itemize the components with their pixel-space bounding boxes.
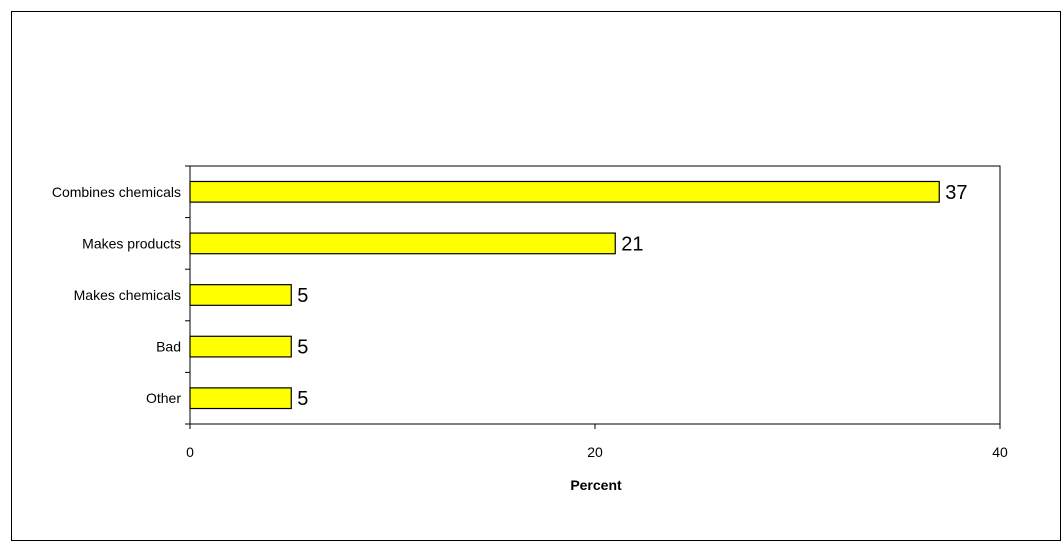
category-label: Bad — [156, 339, 181, 355]
category-label: Combines chemicals — [52, 184, 181, 200]
x-axis: 0 20 40 — [186, 424, 1008, 460]
bar — [189, 232, 616, 255]
data-label: 5 — [297, 388, 308, 410]
bars: 37 21 5 5 5 — [189, 180, 968, 410]
x-tick-label: 20 — [587, 444, 603, 460]
x-tick-label: 0 — [186, 444, 194, 460]
x-tick-label: 40 — [992, 444, 1008, 460]
bar — [189, 284, 292, 306]
category-label: Makes chemicals — [74, 287, 181, 303]
data-label: 5 — [297, 285, 308, 307]
bar — [189, 387, 292, 410]
data-label: 21 — [621, 233, 643, 255]
bar — [189, 180, 940, 203]
category-label: Makes products — [82, 235, 181, 251]
plot-area — [189, 165, 1001, 425]
data-label: 37 — [945, 182, 967, 204]
x-axis-title: Percent — [570, 477, 622, 493]
bar — [189, 335, 292, 358]
data-label: 5 — [297, 337, 308, 359]
y-axis: Combines chemicals Makes products Makes ch… — [52, 165, 190, 425]
chart-frame — [11, 11, 1061, 541]
category-label: Other — [146, 390, 181, 406]
